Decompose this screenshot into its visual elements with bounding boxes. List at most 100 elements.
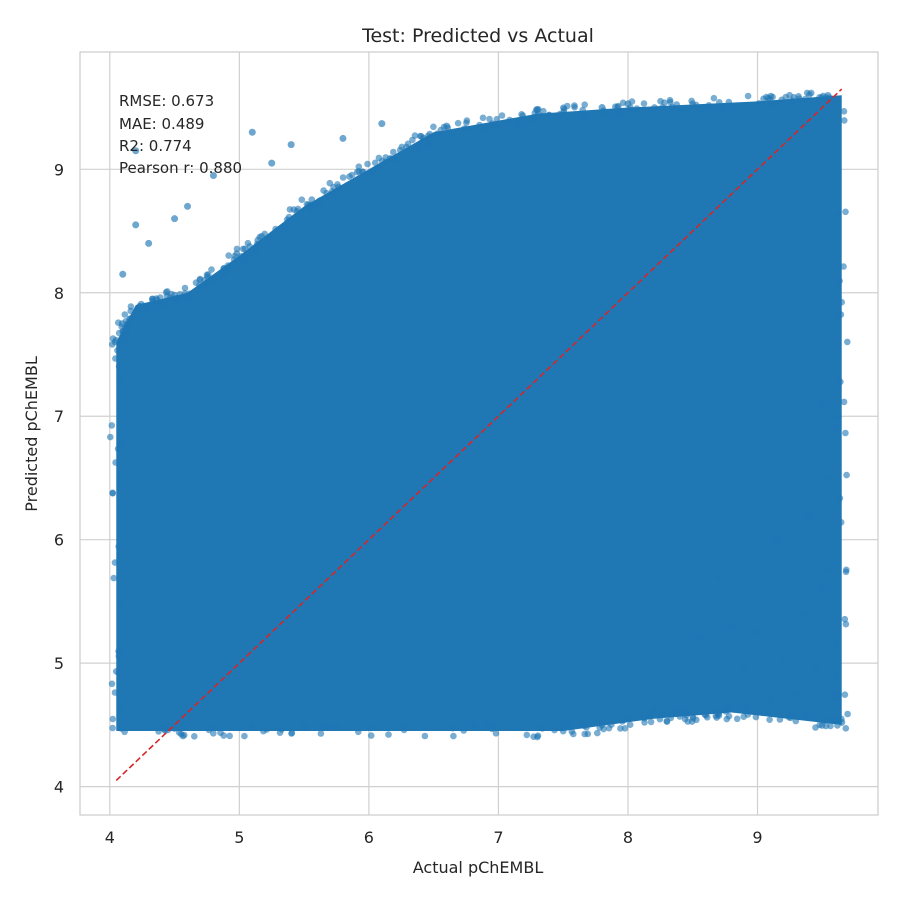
data-point: [353, 168, 361, 176]
data-point: [506, 116, 513, 124]
data-point: [112, 355, 119, 362]
data-point: [627, 107, 635, 114]
data-point: [132, 147, 140, 155]
data-point: [111, 559, 119, 566]
data-point: [785, 714, 793, 721]
data-point: [326, 724, 334, 731]
data-point: [207, 277, 214, 285]
data-point: [825, 567, 833, 575]
data-point: [460, 125, 468, 132]
data-point: [843, 566, 850, 574]
data-point: [580, 110, 588, 118]
data-point: [483, 722, 491, 729]
data-point: [116, 375, 124, 383]
data-point: [833, 639, 840, 647]
data-point: [641, 719, 648, 726]
data-point: [196, 276, 203, 284]
data-point: [248, 722, 255, 729]
data-point: [669, 707, 676, 715]
data-point: [226, 732, 233, 740]
data-point: [823, 716, 830, 724]
point-cloud: [116, 95, 842, 732]
data-point: [836, 494, 844, 502]
data-point: [533, 106, 541, 114]
data-point: [651, 104, 658, 111]
data-point: [126, 315, 133, 323]
data-point: [766, 696, 774, 704]
x-tick-label: 9: [752, 828, 762, 847]
data-point: [831, 690, 839, 698]
data-point: [742, 704, 750, 712]
data-point: [718, 104, 726, 112]
data-point: [840, 263, 847, 270]
data-point: [564, 720, 572, 728]
data-point: [744, 711, 752, 718]
data-point: [117, 336, 125, 344]
data-point: [400, 726, 408, 734]
data-point: [348, 171, 356, 179]
data-point: [119, 270, 127, 278]
data-point: [493, 115, 501, 123]
data-point: [430, 123, 437, 131]
x-tick-label: 4: [105, 828, 115, 847]
data-point: [221, 269, 229, 277]
data-point: [171, 215, 179, 223]
data-point: [840, 108, 848, 115]
data-point: [108, 422, 116, 429]
data-point: [705, 102, 713, 109]
data-point: [733, 715, 741, 723]
data-point: [355, 728, 362, 736]
data-point: [558, 722, 566, 729]
data-point: [831, 425, 839, 433]
data-point: [470, 722, 478, 729]
data-point: [803, 89, 811, 97]
data-point: [710, 94, 718, 102]
data-point: [396, 146, 404, 154]
data-point: [488, 725, 496, 733]
y-tick-label: 4: [54, 778, 64, 797]
data-point: [298, 196, 306, 203]
data-point: [290, 206, 298, 213]
data-point: [841, 615, 849, 623]
data-point: [145, 239, 153, 247]
data-point: [837, 519, 845, 526]
y-tick-label: 8: [54, 284, 64, 303]
data-point: [260, 727, 267, 735]
data-point: [799, 610, 807, 618]
chart-title: Test: Predicted vs Actual: [361, 25, 594, 47]
data-point: [339, 134, 347, 142]
data-point: [620, 716, 627, 724]
data-point: [767, 92, 775, 100]
data-point: [715, 573, 723, 581]
data-point: [608, 721, 615, 728]
data-point: [678, 107, 685, 114]
data-point: [842, 208, 849, 216]
data-point: [302, 724, 310, 732]
data-point: [110, 574, 118, 582]
data-point: [364, 160, 371, 168]
data-point: [838, 298, 845, 306]
data-point: [617, 725, 624, 732]
data-point: [479, 114, 487, 122]
plot-area: [79, 51, 879, 816]
data-point: [518, 111, 525, 118]
data-point: [725, 98, 733, 106]
data-point: [481, 125, 489, 133]
data-point: [124, 321, 131, 328]
data-point: [682, 711, 690, 719]
data-point: [831, 671, 839, 679]
data-point: [571, 104, 578, 111]
data-point: [411, 132, 419, 139]
data-point: [843, 471, 850, 479]
rmse-text: RMSE: 0.673: [119, 92, 214, 110]
data-point: [538, 112, 545, 120]
data-point: [754, 628, 762, 636]
data-point: [594, 729, 601, 737]
data-point: [842, 725, 850, 732]
data-point: [220, 732, 227, 739]
data-point: [118, 602, 125, 609]
x-tick-label: 6: [364, 828, 374, 847]
data-point: [166, 294, 174, 301]
data-point: [626, 721, 634, 728]
data-point: [378, 120, 386, 128]
